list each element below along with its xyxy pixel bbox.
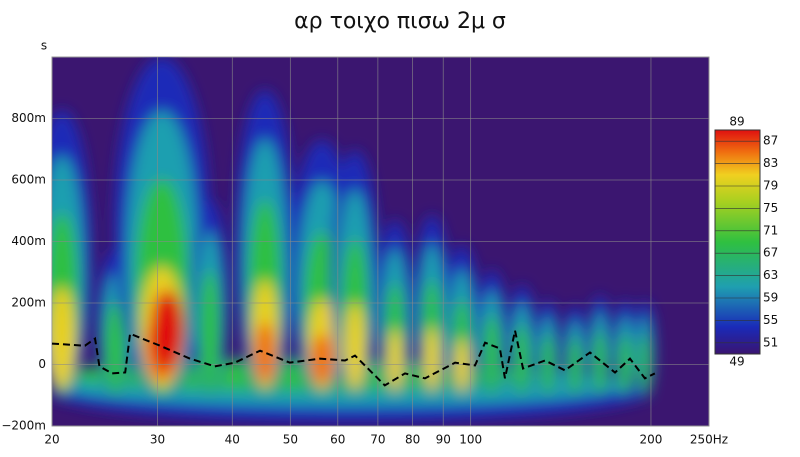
colorbar-label: 71 bbox=[763, 223, 778, 237]
colorbar-label: 89 bbox=[729, 115, 744, 129]
heat-blob bbox=[454, 338, 470, 392]
grid bbox=[51, 57, 710, 427]
y-tick-label: 600m bbox=[11, 173, 46, 187]
colorbar-label: 55 bbox=[763, 313, 778, 327]
heat-blob bbox=[150, 290, 184, 370]
heatmap bbox=[52, 57, 655, 422]
x-tick-label: 200 bbox=[640, 433, 663, 447]
colorbar-label: 79 bbox=[763, 179, 778, 193]
y-axis-label: s bbox=[41, 39, 47, 53]
x-tick-label: 250Hz bbox=[690, 433, 728, 447]
colorbar-label: 75 bbox=[763, 201, 778, 215]
x-tick-label: 60 bbox=[330, 433, 345, 447]
y-tick-label: −200m bbox=[1, 419, 46, 433]
x-tick-label: 90 bbox=[436, 433, 451, 447]
heat-blob bbox=[254, 321, 276, 383]
y-tick-label: 200m bbox=[11, 296, 46, 310]
x-tick-label: 20 bbox=[44, 433, 59, 447]
colorbar-label: 67 bbox=[763, 246, 778, 260]
x-tick-label: 40 bbox=[225, 433, 240, 447]
heat-blob bbox=[423, 326, 441, 392]
peak-line bbox=[51, 330, 656, 387]
colorbar-label: 87 bbox=[763, 134, 778, 148]
heat-blob bbox=[386, 328, 404, 392]
colorbar-label: 51 bbox=[763, 335, 778, 349]
colorbar-label: 49 bbox=[729, 355, 744, 369]
colorbar bbox=[714, 129, 761, 355]
heat-blob bbox=[105, 302, 125, 395]
x-tick-label: 50 bbox=[283, 433, 298, 447]
chart-title: αρ τοιχο πισω 2μ σ bbox=[294, 9, 506, 34]
x-tick-label: 80 bbox=[405, 433, 420, 447]
heat-blob bbox=[568, 337, 582, 396]
heat-blob bbox=[200, 270, 220, 395]
x-tick-label: 30 bbox=[150, 433, 165, 447]
y-tick-label: 800m bbox=[11, 111, 46, 125]
heat-blob bbox=[344, 301, 366, 391]
x-tick-label: 100 bbox=[459, 433, 482, 447]
y-tick-label: 0 bbox=[38, 357, 46, 371]
heat-blob bbox=[52, 286, 76, 390]
colorbar-label: 59 bbox=[763, 291, 778, 305]
colorbar-label: 63 bbox=[763, 268, 778, 282]
x-tick-label: 70 bbox=[370, 433, 385, 447]
colorbar-label: 83 bbox=[763, 156, 778, 170]
y-tick-label: 400m bbox=[11, 234, 46, 248]
heat-blob bbox=[593, 331, 607, 395]
heat-blob bbox=[483, 315, 501, 395]
